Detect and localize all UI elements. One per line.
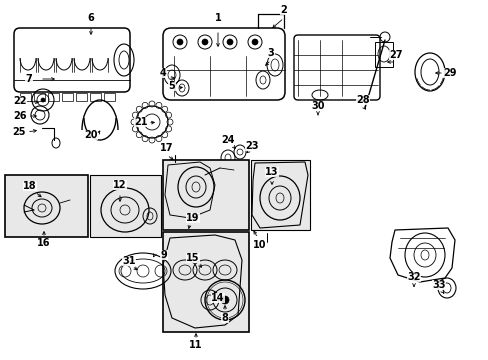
Ellipse shape xyxy=(221,296,228,304)
Bar xyxy=(20,93,31,101)
Text: 25: 25 xyxy=(12,127,26,137)
Text: 1: 1 xyxy=(214,13,221,23)
Text: 33: 33 xyxy=(431,280,445,290)
Ellipse shape xyxy=(202,39,207,45)
Text: 23: 23 xyxy=(245,141,258,151)
Text: 27: 27 xyxy=(388,50,402,60)
Text: 6: 6 xyxy=(87,13,94,23)
Ellipse shape xyxy=(177,39,183,45)
Text: 14: 14 xyxy=(211,293,224,303)
Text: 29: 29 xyxy=(442,68,456,78)
Text: 12: 12 xyxy=(113,180,126,190)
Text: 20: 20 xyxy=(84,130,98,140)
Text: 18: 18 xyxy=(23,181,37,191)
Text: 15: 15 xyxy=(186,253,199,263)
Bar xyxy=(34,93,45,101)
Text: 4: 4 xyxy=(159,68,166,78)
Bar xyxy=(250,160,309,230)
Text: 19: 19 xyxy=(186,213,199,223)
Ellipse shape xyxy=(226,39,232,45)
Text: 9: 9 xyxy=(160,250,167,260)
Ellipse shape xyxy=(41,98,45,102)
Bar xyxy=(5,175,88,237)
Text: 11: 11 xyxy=(189,340,203,350)
Bar xyxy=(62,93,73,101)
Bar xyxy=(374,42,392,67)
Text: 10: 10 xyxy=(253,240,266,250)
Text: 8: 8 xyxy=(221,313,228,323)
Text: 17: 17 xyxy=(160,143,173,153)
Text: 3: 3 xyxy=(267,48,274,58)
Bar xyxy=(90,175,161,237)
Ellipse shape xyxy=(251,39,258,45)
Text: 30: 30 xyxy=(311,101,324,111)
Text: 31: 31 xyxy=(122,256,136,266)
Bar xyxy=(163,160,248,230)
Text: 24: 24 xyxy=(221,135,234,145)
Text: 13: 13 xyxy=(264,167,278,177)
Text: 2: 2 xyxy=(280,5,287,15)
Text: 16: 16 xyxy=(37,238,51,248)
Bar xyxy=(163,232,248,332)
Text: 28: 28 xyxy=(355,95,369,105)
Text: 32: 32 xyxy=(407,272,420,282)
Bar xyxy=(76,93,87,101)
Text: 5: 5 xyxy=(168,81,175,91)
Text: 26: 26 xyxy=(13,111,27,121)
Text: 7: 7 xyxy=(25,74,32,84)
Bar xyxy=(104,93,115,101)
Bar xyxy=(90,93,101,101)
Text: 21: 21 xyxy=(134,117,147,127)
Bar xyxy=(48,93,59,101)
Text: 22: 22 xyxy=(13,96,27,106)
